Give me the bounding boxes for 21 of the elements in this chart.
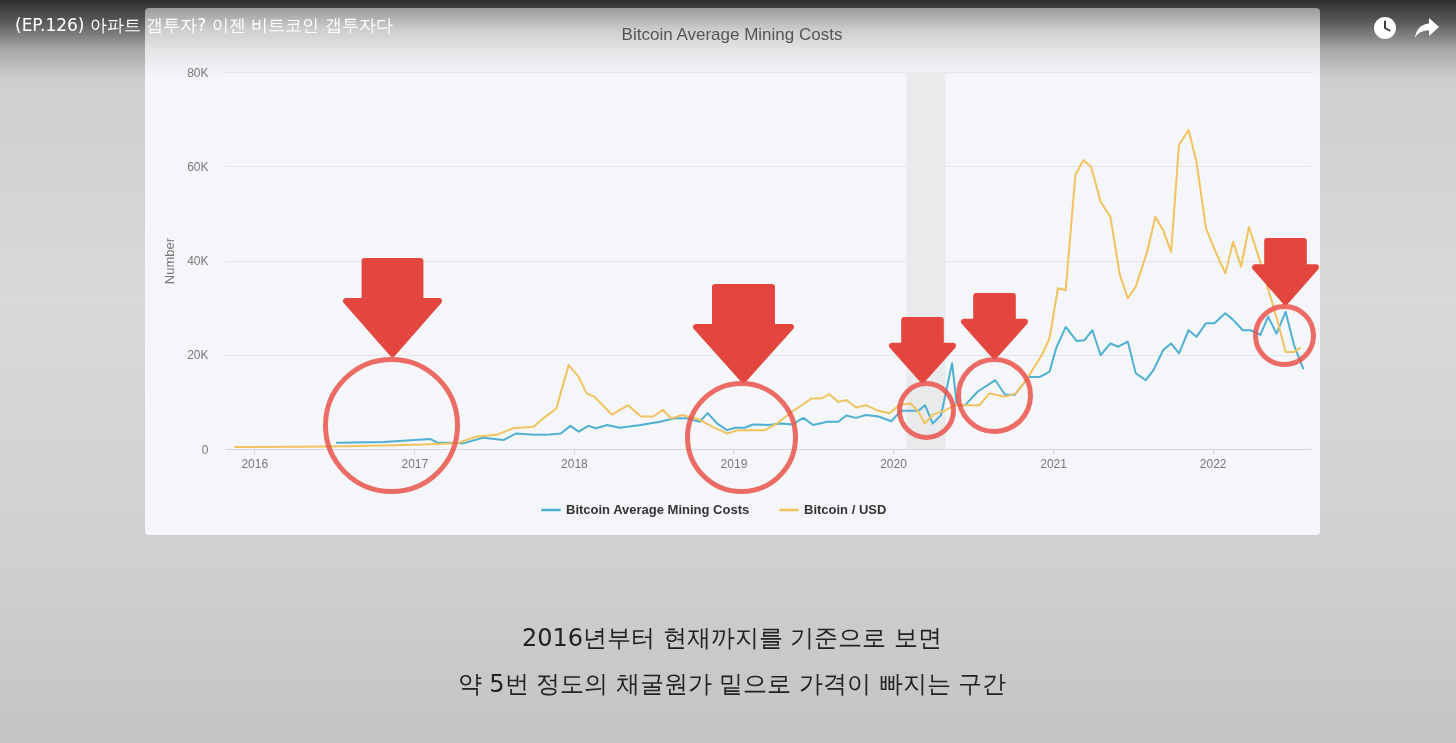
x-tick-label: 2021 <box>1040 456 1068 471</box>
line-series <box>234 128 1302 449</box>
legend-label: Bitcoin Average Mining Costs <box>566 502 750 517</box>
y-tick-label: 0 <box>201 442 209 457</box>
line-series <box>335 310 1305 445</box>
text: (EP.126) 아파트 갭투자? 이젠 비트코인 갭투자다 <box>15 14 393 36</box>
text: 2016년부터 현재까지를 기준으로 보면 <box>521 623 943 654</box>
x-tick-label: 2016 <box>241 456 269 471</box>
x-tick-label: 2020 <box>880 456 908 471</box>
x-tick-label: 2019 <box>720 456 748 471</box>
x-tick-label: 2022 <box>1199 456 1227 471</box>
chart-title: Bitcoin Average Mining Costs <box>621 25 843 44</box>
y-axis-title: Number <box>162 237 178 285</box>
x-tick-label: 2017 <box>401 456 429 471</box>
text: 약 5번 정도의 채굴원가 밑으로 가격이 빠지는 구간 <box>456 669 1008 700</box>
legend-label: Bitcoin / USD <box>804 502 887 517</box>
y-tick-label: 60K <box>187 159 209 174</box>
y-tick-label: 40K <box>187 254 209 268</box>
y-tick-label: 80K <box>187 65 209 80</box>
x-tick-label: 2018 <box>561 456 589 471</box>
y-tick-label: 20K <box>187 348 209 363</box>
